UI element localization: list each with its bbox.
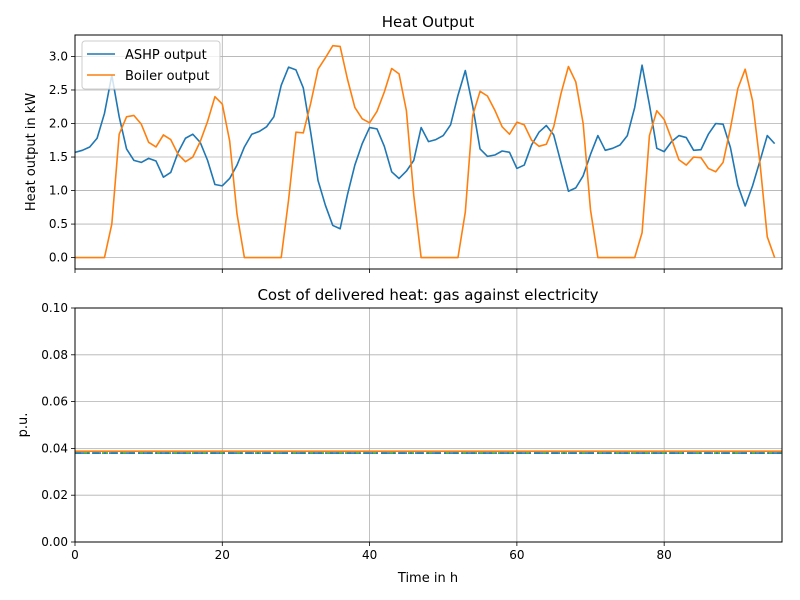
series-line-boiler-output bbox=[75, 44, 776, 259]
series-group bbox=[75, 450, 782, 454]
x-tick-label: 0 bbox=[71, 548, 79, 562]
series-line-ashp-output bbox=[74, 64, 776, 230]
legend-label-ashp: ASHP output bbox=[125, 48, 207, 63]
chart-cost-delivered-heat: Cost of delivered heat: gas against elec… bbox=[16, 286, 783, 586]
x-axis-label: Time in h bbox=[397, 571, 458, 586]
y-tick-label: 0.5 bbox=[49, 217, 68, 231]
y-tick-label: 0.04 bbox=[41, 441, 68, 455]
plot-frame bbox=[74, 307, 783, 543]
y-tick-label: 2.0 bbox=[49, 117, 68, 131]
legend-label-boiler: Boiler output bbox=[125, 69, 209, 84]
axis-ticks: 0 20 40 60 80 0.00 0.02 0.04 0.06 0.08 0.10 bbox=[41, 301, 672, 562]
y-tick-label: 1.5 bbox=[49, 150, 68, 164]
y-tick-label: 3.0 bbox=[49, 49, 68, 63]
legend-box bbox=[81, 40, 221, 90]
y-axis-label: p.u. bbox=[16, 413, 31, 438]
y-tick-label: 0.06 bbox=[41, 395, 68, 409]
plot-frame bbox=[74, 34, 783, 270]
y-tick-label: 0.08 bbox=[41, 348, 68, 362]
y-axis-label: Heat output in kW bbox=[24, 93, 39, 211]
y-tick-label: 0.00 bbox=[41, 535, 68, 549]
legend: ASHP output Boiler output bbox=[81, 40, 221, 90]
x-tick-label: 40 bbox=[362, 548, 377, 562]
chart-heat-output: Heat Output Heat output in kW 0.0 0.5 1.0 1… bbox=[24, 13, 783, 273]
y-tick-label: 2.5 bbox=[49, 83, 68, 97]
axis-ticks: 0.0 0.5 1.0 1.5 2.0 2.5 3.0 bbox=[49, 49, 665, 273]
x-tick-label: 60 bbox=[509, 548, 524, 562]
x-tick-label: 80 bbox=[657, 548, 672, 562]
x-tick-label: 20 bbox=[215, 548, 230, 562]
y-tick-label: 0.10 bbox=[41, 301, 68, 315]
chart-title: Cost of delivered heat: gas against elec… bbox=[257, 286, 598, 304]
chart-title: Heat Output bbox=[382, 13, 475, 31]
y-tick-label: 0.02 bbox=[41, 488, 68, 502]
y-tick-label: 1.0 bbox=[49, 184, 68, 198]
series-group bbox=[74, 44, 776, 259]
y-tick-label: 0.0 bbox=[49, 251, 68, 265]
